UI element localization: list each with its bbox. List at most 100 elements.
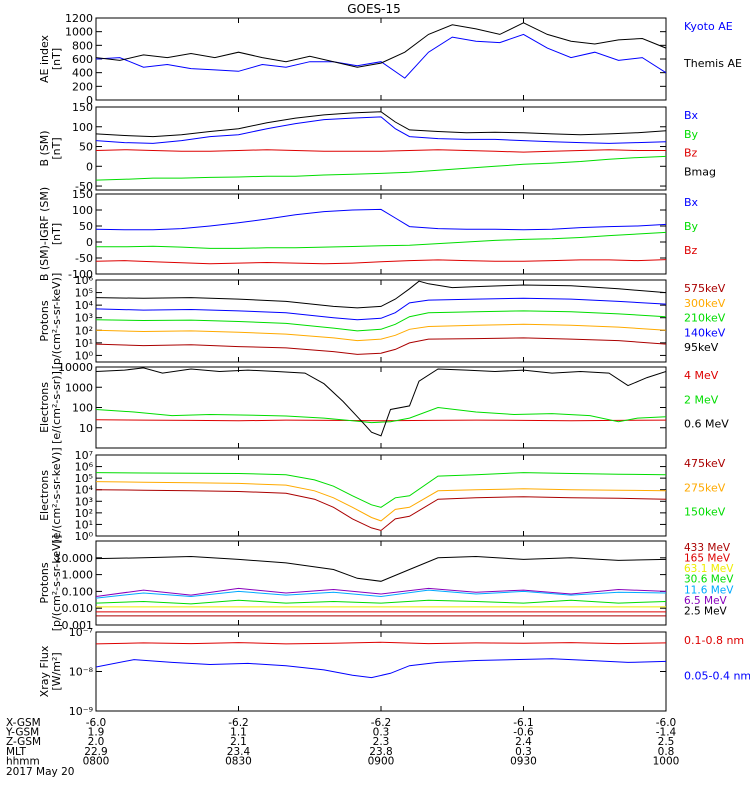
orbit-value: 0900 bbox=[368, 755, 395, 767]
orbit-value: -6.0 bbox=[656, 717, 677, 729]
y-tick-label: 100 bbox=[72, 121, 93, 134]
orbit-value: 1.1 bbox=[230, 727, 247, 739]
y-tick-label: 10⁵ bbox=[75, 472, 93, 485]
y-tick-label: -50 bbox=[75, 252, 93, 265]
orbit-row-label: Y-GSM bbox=[5, 727, 39, 739]
series-line-kyoto-ae bbox=[96, 33, 666, 79]
y-tick-label: 10⁶ bbox=[75, 274, 94, 287]
y-tick-label: 10³ bbox=[75, 312, 93, 325]
y-tick-label: 1200 bbox=[65, 12, 93, 25]
y-tick-label: 10⁻⁸ bbox=[69, 666, 94, 679]
y-axis-label: Xray Flux[W/m²] bbox=[38, 645, 63, 697]
legend-entry: By bbox=[684, 220, 699, 233]
panel-frame bbox=[95, 454, 667, 537]
y-tick-label: 10⁴ bbox=[75, 484, 94, 497]
series-line-0-1-0-8-nm bbox=[96, 641, 666, 645]
legend-entry: 30.6 MeV bbox=[684, 574, 734, 586]
orbit-value: 0.3 bbox=[515, 746, 532, 758]
orbit-row-label: X-GSM bbox=[6, 717, 41, 729]
orbit-value: 23.4 bbox=[227, 746, 251, 758]
y-axis-label: Protons[p/(cm²-s-sr-keV)] bbox=[38, 535, 63, 632]
y-tick-label: 0.100 bbox=[62, 585, 94, 598]
y-tick-label: 600 bbox=[72, 53, 93, 66]
panel-frame bbox=[95, 17, 667, 101]
y-axis-label: B (SM)-IGRF (SM)[nT] bbox=[38, 187, 63, 281]
series-line-bx bbox=[96, 208, 666, 231]
panel-frame bbox=[95, 106, 667, 191]
orbit-value: 2.5 bbox=[658, 736, 675, 748]
series-line-575kev bbox=[96, 337, 666, 355]
orbit-value: 2.3 bbox=[373, 736, 390, 748]
series-line-300kev bbox=[96, 323, 666, 342]
series-line-4-mev bbox=[96, 419, 666, 422]
y-tick-label: 800 bbox=[72, 39, 93, 52]
orbit-value: 2.4 bbox=[515, 736, 532, 748]
legend-entry: 150keV bbox=[684, 506, 726, 519]
orbit-value: -6.0 bbox=[86, 717, 107, 729]
orbit-row-label: hhmm bbox=[6, 755, 40, 767]
series-line-bz bbox=[96, 149, 666, 153]
legend-entry: Bx bbox=[684, 196, 699, 209]
y-tick-label: 50 bbox=[79, 141, 93, 154]
orbit-value: -0.6 bbox=[513, 727, 534, 739]
panel-bsmigrf: -100 -50 0 50 100 150 B (SM)-IGRF (SM)[nT] Bx By… bbox=[38, 187, 699, 281]
orbit-footer: X-GSM -6.0 -6.2 -6.2 -6.1 -6.0 Y-GSM 1.9 1.1 0.3 -… bbox=[5, 717, 679, 778]
legend-entry: Bx bbox=[684, 109, 699, 122]
y-tick-label: 0 bbox=[86, 160, 93, 173]
panel-xray: 10⁻⁹ 10⁻⁸ 10⁻⁷ Xray Flux[W/m²] 0.1-0.8 nm 0.0… bbox=[38, 626, 750, 718]
orbit-value: -1.4 bbox=[656, 727, 677, 739]
y-tick-label: 10² bbox=[75, 507, 93, 520]
series-line-210kev bbox=[96, 310, 666, 332]
orbit-value: 23.8 bbox=[369, 746, 392, 758]
y-axis-label: AE index[nT] bbox=[38, 34, 63, 83]
y-tick-label: 10⁷ bbox=[75, 449, 93, 462]
orbit-value: -6.2 bbox=[228, 717, 249, 729]
series-line-475kev bbox=[96, 489, 666, 532]
plot-title: GOES-15 bbox=[347, 2, 401, 16]
series-line-themis-ae bbox=[96, 22, 666, 68]
legend-entry: 2.5 MeV bbox=[684, 605, 728, 617]
legend-entry: 275keV bbox=[684, 481, 726, 494]
series-line-140kev bbox=[96, 297, 666, 321]
legend-entry: 2 MeV bbox=[684, 393, 719, 406]
panel-epead_p: 0.001 0.010 0.100 1.000 10.000Protons[p/(cm²… bbox=[38, 535, 734, 632]
y-tick-label: 10¹ bbox=[75, 337, 93, 350]
panel-frame bbox=[95, 279, 667, 363]
orbit-value: -6.2 bbox=[371, 717, 392, 729]
y-tick-label: 10⁵ bbox=[75, 287, 93, 300]
legend-entry: 0.05-0.4 nm bbox=[684, 670, 750, 683]
legend-entry: 165 MeV bbox=[684, 553, 731, 565]
y-tick-label: 10⁻⁹ bbox=[69, 705, 93, 718]
legend-entry: Bz bbox=[684, 244, 698, 257]
series-line-2-mev bbox=[96, 406, 666, 424]
legend-entry: 433 MeV bbox=[684, 542, 731, 554]
legend-entry: Bz bbox=[684, 147, 698, 160]
orbit-value: 0830 bbox=[225, 755, 252, 767]
y-tick-label: 150 bbox=[72, 188, 93, 201]
series-line-275kev bbox=[96, 481, 666, 522]
y-tick-label: 10⁴ bbox=[75, 299, 94, 312]
y-tick-label: 50 bbox=[79, 220, 93, 233]
y-tick-label: 400 bbox=[72, 67, 93, 80]
series-line-bx bbox=[96, 116, 666, 144]
legend-entry: Themis AE bbox=[683, 57, 742, 70]
orbit-value: 22.9 bbox=[84, 746, 107, 758]
y-tick-label: -100 bbox=[68, 268, 93, 281]
y-tick-label: 10² bbox=[75, 324, 93, 337]
y-axis-label: B (SM)[nT] bbox=[38, 130, 63, 166]
y-tick-label: 10⁻⁷ bbox=[69, 626, 93, 639]
legend-entry: 210keV bbox=[684, 312, 726, 325]
y-tick-label: 10¹ bbox=[75, 518, 93, 531]
series-line-0-6-mev bbox=[96, 367, 666, 437]
orbit-value: -6.1 bbox=[513, 717, 534, 729]
orbit-value: 0.3 bbox=[373, 727, 390, 739]
legend-entry: 140keV bbox=[684, 326, 726, 339]
series-line-0-05-0-4-nm bbox=[96, 658, 666, 679]
y-tick-label: 0 bbox=[86, 94, 93, 107]
y-tick-label: 10⁰ bbox=[75, 530, 94, 543]
